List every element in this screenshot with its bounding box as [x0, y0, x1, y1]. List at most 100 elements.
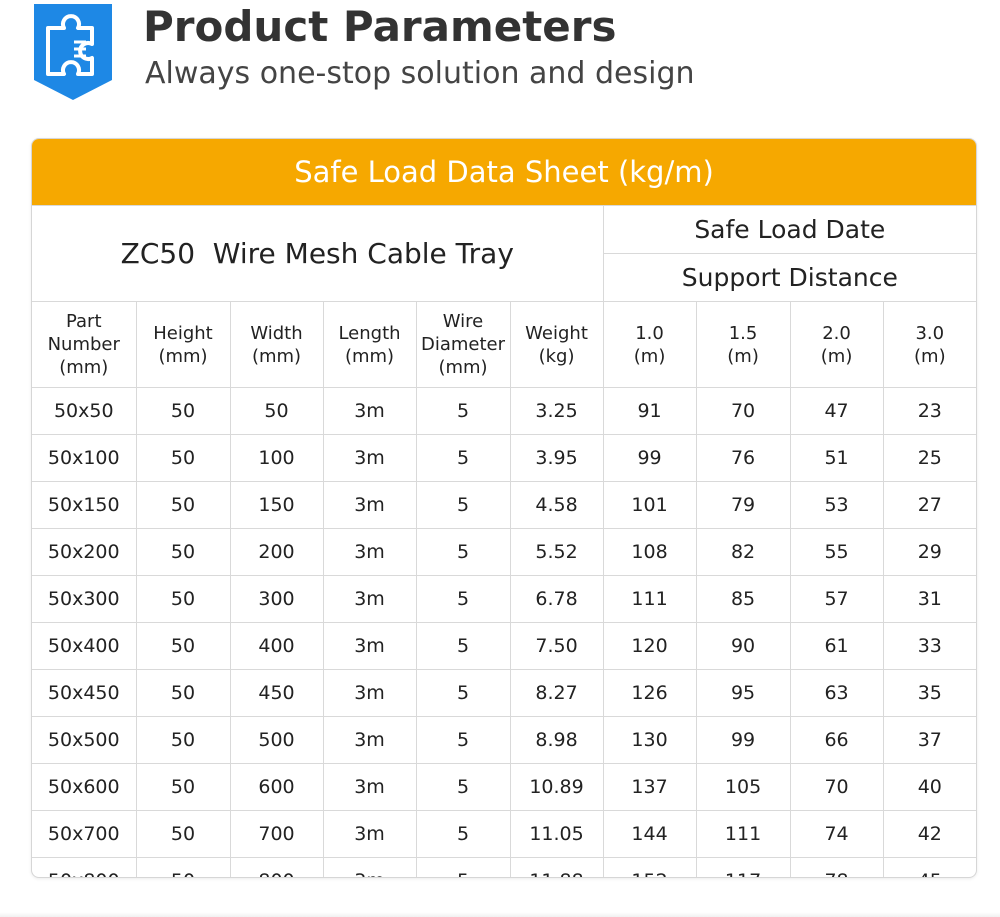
column-header-support-1-5: 1.5 (m)	[695, 301, 791, 388]
table-cell-support-3-0: 31	[882, 575, 976, 623]
table-cell-length: 3m	[322, 857, 417, 877]
column-header-part-number: Part Number (mm)	[32, 301, 137, 388]
table-cell-support-1-5: 117	[695, 857, 791, 877]
table-cell-support-1-0: 126	[602, 669, 697, 717]
table-cell-weight: 6.78	[509, 575, 604, 623]
table-cell-width: 800	[229, 857, 324, 877]
load-data-sheet: Safe Load Data Sheet (kg/m) ZC50 Wire Me…	[31, 138, 977, 878]
table-cell-support-1-0: 101	[602, 481, 697, 529]
table-cell-support-1-0: 111	[602, 575, 697, 623]
table-cell-width: 600	[229, 763, 324, 811]
table-cell-support-3-0: 35	[882, 669, 976, 717]
page-subtitle: Always one-stop solution and design	[145, 56, 695, 91]
support-distance-label: Support Distance	[603, 253, 976, 302]
table-cell-part-number: 50x100	[32, 434, 137, 482]
table-cell-wire-diameter: 5	[415, 763, 511, 811]
table-cell-support-1-0: 137	[602, 763, 697, 811]
table-cell-support-3-0: 42	[882, 810, 976, 858]
page-header: Product Parameters Always one-stop solut…	[0, 0, 1000, 120]
table-cell-part-number: 50x400	[32, 622, 137, 670]
table-cell-support-1-5: 111	[695, 810, 791, 858]
table-cell-wire-diameter: 5	[415, 669, 511, 717]
table-cell-weight: 3.25	[509, 387, 604, 435]
table-cell-part-number: 50x450	[32, 669, 137, 717]
table-cell-wire-diameter: 5	[415, 434, 511, 482]
column-header-width: Width (mm)	[229, 301, 324, 388]
table-cell-support-1-0: 108	[602, 528, 697, 576]
table-cell-support-3-0: 27	[882, 481, 976, 529]
table-cell-height: 50	[135, 575, 231, 623]
table-cell-wire-diameter: 5	[415, 528, 511, 576]
table-cell-weight: 8.98	[509, 716, 604, 764]
table-cell-width: 50	[229, 387, 324, 435]
puzzle-piece-icon	[34, 4, 112, 100]
table-cell-support-1-0: 99	[602, 434, 697, 482]
table-cell-support-2-0: 70	[789, 763, 884, 811]
table-row: 50x50 50 50 3m 5 3.25 91 70 47 23	[32, 387, 976, 435]
table-cell-support-1-0: 152	[602, 857, 697, 877]
table-cell-length: 3m	[322, 763, 417, 811]
table-cell-support-2-0: 63	[789, 669, 884, 717]
table-cell-wire-diameter: 5	[415, 387, 511, 435]
table-cell-part-number: 50x150	[32, 481, 137, 529]
table-cell-support-2-0: 66	[789, 716, 884, 764]
table-cell-weight: 5.52	[509, 528, 604, 576]
table-cell-height: 50	[135, 481, 231, 529]
table-cell-width: 300	[229, 575, 324, 623]
table-cell-height: 50	[135, 622, 231, 670]
table-cell-support-2-0: 61	[789, 622, 884, 670]
table-cell-support-3-0: 40	[882, 763, 976, 811]
table-row: 50x400 50 400 3m 5 7.50 120 90 61 33	[32, 622, 976, 670]
table-cell-support-2-0: 74	[789, 810, 884, 858]
table-cell-length: 3m	[322, 434, 417, 482]
page-title: Product Parameters	[143, 2, 617, 51]
table-cell-width: 100	[229, 434, 324, 482]
table-row: 50x600 50 600 3m 5 10.89 137 105 70 40	[32, 763, 976, 811]
table-cell-wire-diameter: 5	[415, 810, 511, 858]
table-cell-height: 50	[135, 716, 231, 764]
column-header-support-3-0: 3.0 (m)	[882, 301, 976, 388]
table-cell-support-1-5: 79	[695, 481, 791, 529]
table-row: 50x800508003m511.881521177845	[32, 857, 976, 877]
safe-load-label: Safe Load Date	[602, 205, 976, 254]
table-cell-support-1-5: 105	[695, 763, 791, 811]
table-cell-height: 50	[135, 857, 231, 877]
table-cell-length: 3m	[322, 528, 417, 576]
table-cell-support-2-0: 53	[789, 481, 884, 529]
table-cell-support-3-0: 29	[882, 528, 976, 576]
table-row: 50x200 50 200 3m 5 5.52 108 82 55 29	[32, 528, 976, 576]
table-cell-support-1-5: 90	[695, 622, 791, 670]
table-cell-width: 700	[229, 810, 324, 858]
table-cell-length: 3m	[322, 481, 417, 529]
table-cell-weight: 8.27	[509, 669, 604, 717]
table-cell-support-2-0: 55	[789, 528, 884, 576]
table-cell-wire-diameter: 5	[415, 622, 511, 670]
table-cell-wire-diameter: 5	[415, 857, 511, 877]
table-cell-support-2-0: 51	[789, 434, 884, 482]
column-header-support-2-0: 2.0 (m)	[789, 301, 884, 388]
table-cell-support-3-0: 37	[882, 716, 976, 764]
table-cell-support-1-5: 95	[695, 669, 791, 717]
table-cell-height: 50	[135, 810, 231, 858]
table-row: 50x300 50 300 3m 5 6.78 111 85 57 31	[32, 575, 976, 623]
table-cell-length: 3m	[322, 810, 417, 858]
table-cell-part-number: 50x600	[32, 763, 137, 811]
table-cell-weight: 7.50	[509, 622, 604, 670]
table-cell-height: 50	[135, 669, 231, 717]
table-cell-wire-diameter: 5	[415, 716, 511, 764]
table-cell-part-number: 50x200	[32, 528, 137, 576]
table-cell-length: 3m	[322, 716, 417, 764]
table-cell-wire-diameter: 5	[415, 575, 511, 623]
table-cell-support-2-0: 78	[789, 857, 884, 877]
table-cell-part-number: 50x300	[32, 575, 137, 623]
table-cell-support-1-5: 76	[695, 434, 791, 482]
table-row: 50x500 50 500 3m 5 8.98 130 99 66 37	[32, 716, 976, 764]
table-cell-weight: 3.95	[509, 434, 604, 482]
table-cell-weight: 4.58	[509, 481, 604, 529]
table-cell-width: 400	[229, 622, 324, 670]
table-cell-support-1-0: 120	[602, 622, 697, 670]
table-cell-weight: 10.89	[509, 763, 604, 811]
table-cell-support-2-0: 47	[789, 387, 884, 435]
column-header-wire-diameter: Wire Diameter (mm)	[415, 301, 511, 388]
model-title: ZC50 Wire Mesh Cable Tray	[32, 205, 604, 302]
